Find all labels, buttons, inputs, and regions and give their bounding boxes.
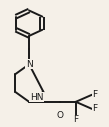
- Text: F: F: [92, 104, 97, 113]
- Text: F: F: [92, 90, 97, 99]
- Text: HN: HN: [30, 93, 43, 102]
- Text: O: O: [56, 110, 63, 120]
- Text: F: F: [73, 115, 78, 124]
- Text: N: N: [26, 60, 32, 69]
